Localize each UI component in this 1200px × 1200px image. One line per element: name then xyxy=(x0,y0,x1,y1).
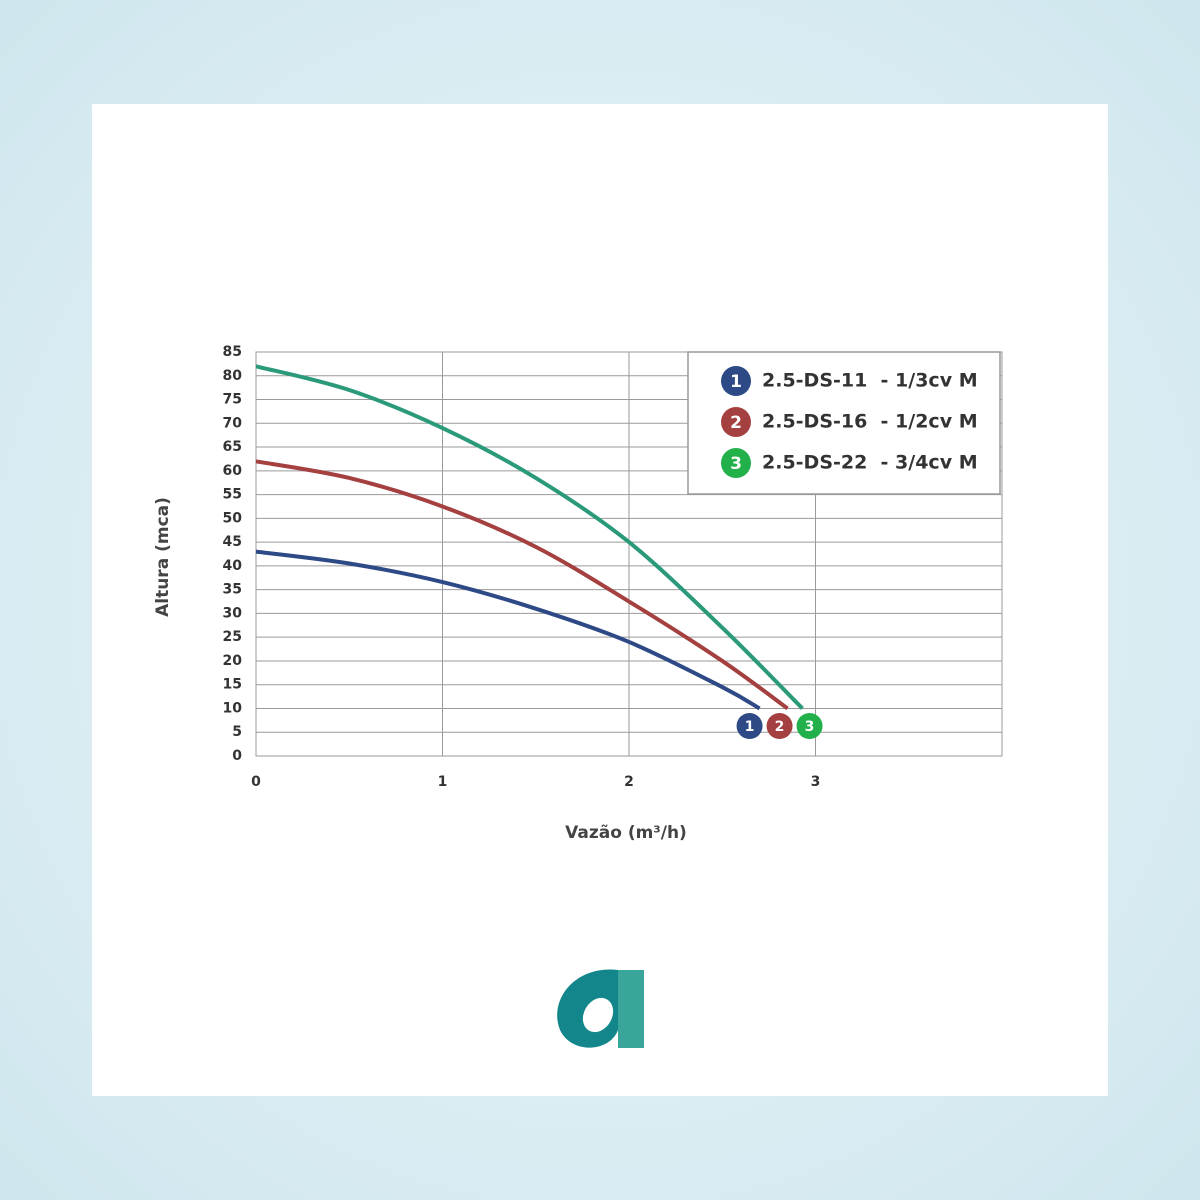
y-tick-label: 50 xyxy=(223,510,243,526)
legend: 1 2.5-DS-11 - 1/3cv M 2 2.5-DS-16 - 1/2cv M… xyxy=(687,351,1001,495)
x-axis-label: Vazão (m³/h) xyxy=(565,823,687,843)
legend-marker-number: 3 xyxy=(730,454,742,474)
y-tick-label: 45 xyxy=(223,534,242,550)
logo-hole xyxy=(582,997,614,1033)
y-tick-label: 80 xyxy=(223,368,243,384)
x-tick-label: 0 xyxy=(251,774,261,790)
y-tick-label: 40 xyxy=(223,558,243,574)
x-tick-label: 2 xyxy=(624,774,634,790)
legend-marker-number: 2 xyxy=(730,413,742,433)
curve-end-marker xyxy=(736,713,763,739)
legend-label: 2.5-DS-16 - 1/2cv M xyxy=(762,411,978,433)
y-tick-label: 5 xyxy=(232,724,242,740)
y-tick-label: 15 xyxy=(223,677,242,693)
y-tick-label: 70 xyxy=(223,415,243,431)
y-axis-label: Altura (mca) xyxy=(153,497,173,617)
legend-label: 2.5-DS-22 - 3/4cv M xyxy=(762,452,978,474)
y-tick-label: 75 xyxy=(223,392,242,408)
logo-stem xyxy=(618,970,644,1048)
series-line xyxy=(255,459,789,711)
curve-end-marker-number: 1 xyxy=(745,719,755,735)
curve-end-marker-number: 3 xyxy=(805,719,815,735)
legend-marker xyxy=(721,366,751,396)
legend-marker-number: 1 xyxy=(730,372,742,392)
y-tick-label: 30 xyxy=(223,605,243,621)
y-tick-label: 85 xyxy=(223,344,242,360)
legend-marker xyxy=(721,448,751,478)
series-line xyxy=(255,364,804,710)
curve-end-marker xyxy=(766,713,793,739)
y-tick-label: 60 xyxy=(223,463,243,479)
y-tick-label: 35 xyxy=(223,582,242,598)
x-tick-label: 1 xyxy=(438,774,448,790)
y-tick-label: 20 xyxy=(223,653,243,669)
y-tick-label: 55 xyxy=(223,487,242,503)
y-tick-label: 10 xyxy=(223,700,243,716)
legend-label: 2.5-DS-11 - 1/3cv M xyxy=(762,370,978,392)
curve-end-marker-number: 2 xyxy=(775,719,785,735)
y-tick-label: 0 xyxy=(232,748,242,764)
series-line xyxy=(255,549,761,711)
logo xyxy=(557,969,644,1048)
y-tick-label: 25 xyxy=(223,629,242,645)
y-tick-label: 65 xyxy=(223,439,242,455)
x-tick-label: 3 xyxy=(811,774,821,790)
curve-end-marker xyxy=(796,713,823,739)
legend-marker xyxy=(721,407,751,437)
